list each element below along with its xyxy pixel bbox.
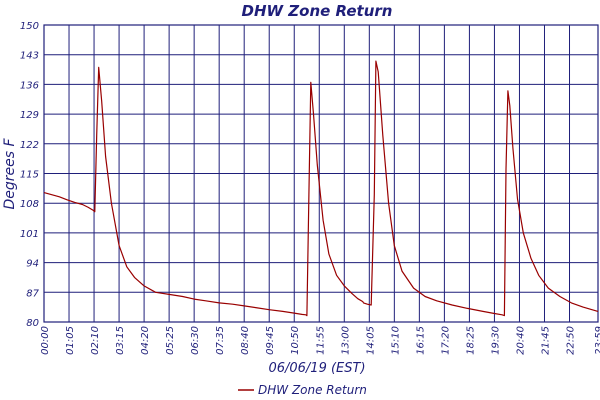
x-tick-label: 19:30 <box>490 326 501 355</box>
x-tick-label: 13:00 <box>340 326 351 355</box>
x-tick-label: 11:55 <box>315 326 326 355</box>
x-tick-label: 09:45 <box>265 326 276 355</box>
y-tick-label: 101 <box>20 229 39 240</box>
x-tick-label: 16:15 <box>415 326 426 355</box>
chart-title: DHW Zone Return <box>242 2 393 20</box>
x-tick-label: 14:05 <box>365 326 376 355</box>
x-tick-label: 06:30 <box>190 326 201 355</box>
y-tick-label: 122 <box>20 140 39 151</box>
y-tick-label: 87 <box>26 288 39 299</box>
y-tick-label: 136 <box>20 80 39 91</box>
x-tick-label: 01:05 <box>65 326 76 355</box>
y-tick-label: 108 <box>20 199 39 210</box>
series-line-dhw-zone-return <box>43 60 599 317</box>
y-tick-label: 150 <box>20 21 39 32</box>
y-tick-label: 143 <box>20 51 39 62</box>
legend: DHW Zone Return <box>238 383 367 397</box>
x-axis-ticks: 00:00 01:05 02:10 03:15 04:20 05:25 06:30 07:35… <box>40 326 600 355</box>
x-tick-label: 03:15 <box>115 326 126 355</box>
x-tick-label: 04:20 <box>140 326 151 355</box>
x-tick-label: 00:00 <box>40 326 51 355</box>
x-axis-label: 06/06/19 (EST) <box>268 361 365 376</box>
x-tick-label: 02:10 <box>90 326 101 355</box>
y-axis-label: Degrees F <box>2 138 18 210</box>
x-tick-label: 18:25 <box>465 326 476 355</box>
legend-entry: DHW Zone Return <box>258 383 367 397</box>
x-tick-label: 20:40 <box>515 326 526 355</box>
x-tick-label: 08:40 <box>240 326 251 355</box>
y-tick-label: 94 <box>26 259 39 270</box>
x-tick-label: 22:50 <box>566 326 577 355</box>
x-tick-label: 17:20 <box>440 326 451 355</box>
y-tick-label: 80 <box>26 318 39 329</box>
x-tick-label: 10:50 <box>290 326 301 355</box>
x-tick-label: 21:45 <box>540 326 551 355</box>
y-tick-label: 129 <box>20 110 39 121</box>
x-tick-label: 07:35 <box>215 326 226 355</box>
x-tick-label: 23:59 <box>594 326 600 355</box>
y-tick-label: 115 <box>20 170 39 181</box>
y-axis-ticks: 80 87 94 101 108 115 122 129 136 143 150 <box>20 21 40 329</box>
x-tick-label: 15:10 <box>390 326 401 355</box>
plot-frame <box>43 24 599 323</box>
x-tick-label: 05:25 <box>165 326 176 355</box>
